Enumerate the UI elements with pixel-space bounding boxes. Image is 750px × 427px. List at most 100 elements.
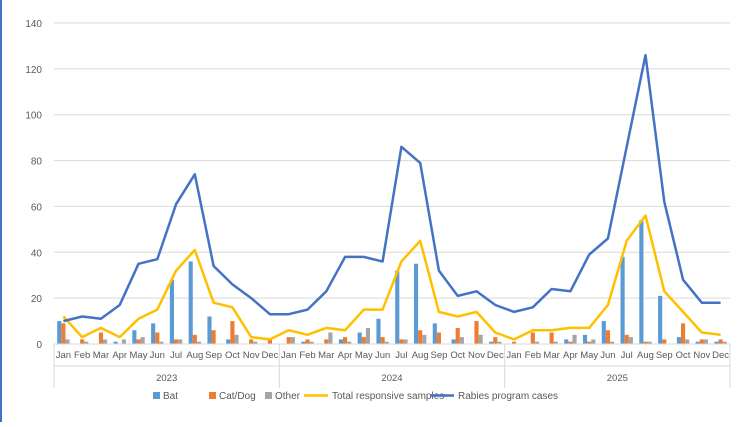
bar-cat-dog	[267, 339, 273, 344]
x-tick-label: Sep	[656, 350, 673, 361]
x-tick-label: Oct	[450, 350, 465, 361]
bar-bat	[620, 256, 625, 344]
bar-other	[628, 337, 633, 344]
bar-cat-dog	[361, 337, 366, 344]
bar-other	[422, 334, 427, 344]
x-tick-label: Oct	[225, 350, 240, 361]
bar-other	[347, 341, 352, 344]
bar-bat	[489, 341, 494, 344]
bar-bat	[714, 341, 719, 344]
bar-cat-dog	[455, 327, 460, 344]
bar-cat-dog	[474, 321, 479, 344]
bar-cat-dog	[418, 330, 423, 344]
bar-bat	[226, 339, 231, 344]
bar-other	[722, 341, 727, 344]
bar-cat-dog	[305, 339, 310, 344]
bar-cat-dog	[643, 341, 648, 344]
legend-label: Other	[275, 391, 301, 402]
bar-other	[572, 334, 577, 344]
bar-other	[534, 341, 540, 344]
x-tick-label: Aug	[637, 350, 654, 361]
bar-cat-dog	[568, 341, 573, 344]
bar-cat-dog	[511, 341, 517, 344]
bar-cat-dog	[436, 332, 442, 344]
bar-other	[178, 339, 183, 344]
y-tick-label: 40	[31, 248, 43, 259]
bar-other	[84, 341, 89, 344]
bar-bat	[132, 330, 137, 344]
bar-cat-dog	[342, 337, 348, 344]
y-tick-label: 60	[31, 202, 43, 213]
bar-bat	[338, 339, 343, 344]
x-tick-label: Jul	[170, 350, 182, 361]
bar-other	[65, 339, 70, 344]
y-tick-label: 80	[31, 157, 43, 168]
bar-other	[196, 341, 202, 344]
legend-swatch	[209, 392, 216, 399]
bar-other	[685, 339, 690, 344]
x-tick-label: Jul	[621, 350, 633, 361]
bar-bat	[432, 323, 437, 344]
bar-other	[121, 339, 126, 344]
bar-bat	[582, 334, 588, 344]
bar-other	[290, 337, 295, 344]
bar-bat	[357, 332, 362, 344]
x-tick-label: Nov	[693, 350, 710, 361]
x-tick-label: Jan	[56, 350, 71, 361]
bar-other	[478, 334, 483, 344]
line-rabies-program-cases	[63, 53, 721, 323]
x-tick-label: Apr	[112, 350, 127, 361]
bar-bat	[395, 270, 400, 344]
bar-bat	[639, 220, 644, 344]
x-tick-label: Aug	[186, 350, 203, 361]
bar-other	[591, 339, 596, 344]
bar-cat-dog	[61, 323, 66, 344]
bar-cat-dog	[173, 339, 179, 344]
bar-other	[365, 327, 371, 344]
bar-cat-dog	[98, 332, 104, 344]
bar-cat-dog	[605, 330, 611, 344]
legend-label: Total responsive samples	[332, 391, 444, 402]
y-tick-label: 120	[25, 65, 42, 76]
x-tick-label: Apr	[563, 350, 578, 361]
bar-bat	[695, 341, 700, 344]
y-tick-label: 0	[36, 340, 42, 351]
bar-other	[610, 341, 615, 344]
x-tick-label: Sep	[430, 350, 447, 361]
x-tick-label: Nov	[243, 350, 260, 361]
legend-swatch	[153, 392, 160, 399]
x-tick-label: Feb	[299, 350, 315, 361]
bar-cat-dog	[587, 341, 592, 344]
bar-bat	[301, 341, 306, 344]
bar-bat	[113, 341, 118, 344]
x-tick-label: Oct	[676, 350, 691, 361]
legend-swatch	[265, 392, 272, 399]
bar-cat-dog	[155, 332, 160, 344]
legend-label: Rabies program cases	[458, 391, 558, 402]
bar-other	[328, 332, 333, 344]
bar-bat	[451, 339, 456, 344]
bar-bat	[188, 261, 193, 344]
bar-bat	[658, 295, 663, 344]
x-tick-label: May	[355, 350, 373, 361]
bar-bat	[413, 263, 419, 344]
x-tick-label: May	[130, 350, 148, 361]
x-tick-label: Nov	[468, 350, 485, 361]
bar-cat-dog	[549, 332, 554, 344]
bar-cat-dog	[662, 339, 667, 344]
y-tick-label: 140	[25, 19, 42, 30]
bar-cat-dog	[286, 337, 291, 344]
bar-other	[384, 341, 389, 344]
bar-cat-dog	[493, 337, 498, 344]
bar-bat	[57, 321, 62, 344]
bar-bat	[676, 337, 681, 344]
bar-cat-dog	[136, 339, 141, 344]
x-tick-label: Feb	[74, 350, 90, 361]
x-tick-label: Sep	[205, 350, 222, 361]
y-tick-label: 20	[31, 294, 43, 305]
x-tick-label: Jun	[375, 350, 390, 361]
year-label: 2023	[156, 373, 177, 384]
x-tick-label: Feb	[525, 350, 541, 361]
